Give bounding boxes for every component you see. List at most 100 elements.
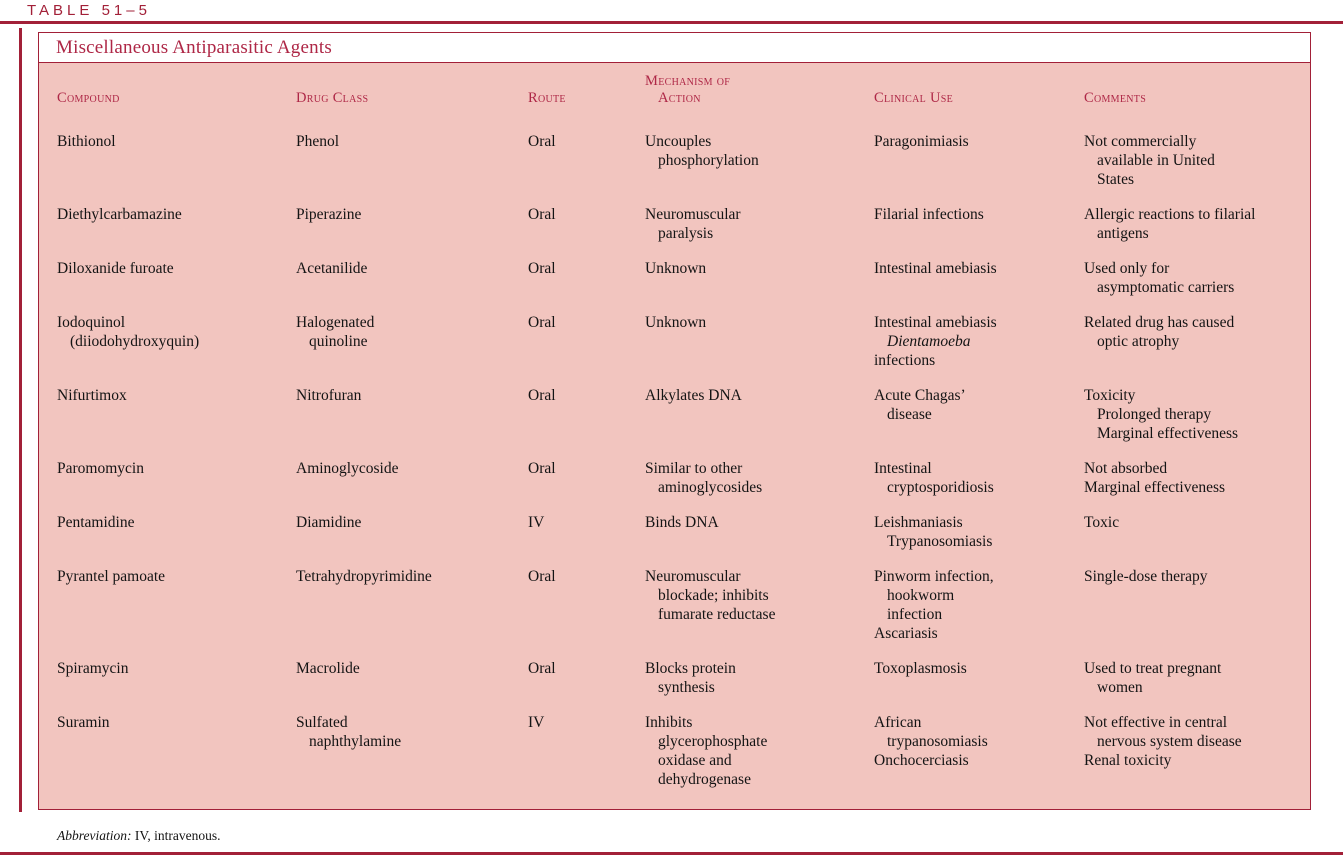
table-row: Bithionol Phenol Oral Uncouples phosphorylat… [57,132,1310,189]
cell-drug-class: Piperazine [296,205,528,243]
cell-line: nervous system disease [1097,733,1242,750]
table-content-area: Compound Drug Class Route Mechanism of Actio… [39,63,1310,809]
cell-compound: Diloxanide furoate [57,259,296,297]
cell-route: Oral [528,205,645,243]
cell-line: blockade; inhibits [658,587,769,604]
cell-line: Spiramycin [57,660,129,677]
footnote-label: Abbreviation: [57,828,132,843]
column-header-line: Action [658,90,701,106]
cell-line: Oral [528,460,556,477]
column-header-line: Compound [57,90,120,106]
cell-route: Oral [528,259,645,297]
table-row: Diloxanide furoate Acetanilide Oral Unknown… [57,259,1310,297]
cell-route: Oral [528,659,645,697]
cell-line: Filarial infections [874,206,984,223]
cell-route: IV [528,713,645,789]
cell-clinical-use: Paragonimiasis [874,132,1084,189]
column-header-mechanism-of-action: Mechanism of Action [645,73,874,107]
column-header-comments: Comments [1084,90,1310,107]
cell-line: Renal toxicity [1084,752,1172,769]
table-number-label: TABLE 51–5 [27,2,151,19]
cell-line: Macrolide [296,660,360,677]
table-row: Diethylcarbamazine Piperazine Oral Neuromus… [57,205,1310,243]
cell-line: aminoglycosides [658,479,763,496]
cell-clinical-use: Acute Chagas’ disease [874,386,1084,443]
cell-route: Oral [528,313,645,370]
cell-route: Oral [528,459,645,497]
cell-line: fumarate reductase [658,606,776,623]
top-rule [0,21,1343,24]
cell-comments: Allergic reactions to filarial antigens [1084,205,1310,243]
cell-drug-class: Nitrofuran [296,386,528,443]
cell-line: Intestinal [874,460,932,477]
cell-line: Oral [528,568,556,585]
cell-line: Uncouples [645,133,712,150]
cell-line: Not commercially [1084,133,1197,150]
cell-line: Iodoquinol [57,314,126,331]
cell-line: Unknown [645,260,707,277]
cell-mechanism-of-action: Inhibits glycerophosphate oxidase and dehyd… [645,713,874,789]
cell-drug-class: Diamidine [296,513,528,551]
cell-compound: Suramin [57,713,296,789]
cell-line: Allergic reactions to filarial [1084,206,1256,223]
cell-line: Prolonged therapy [1097,406,1212,423]
cell-comments: Used only for asymptomatic carriers [1084,259,1310,297]
column-header-drug-class: Drug Class [296,90,528,107]
table-row: Nifurtimox Nitrofuran Oral Alkylates DNA Acu… [57,386,1310,443]
cell-line: Single-dose therapy [1084,568,1208,585]
cell-drug-class: Aminoglycoside [296,459,528,497]
cell-comments: Toxicity Prolonged therapy Marginal effect… [1084,386,1310,443]
cell-line: Toxic [1084,514,1120,531]
left-accent-rule [19,28,22,812]
cell-line: oxidase and [658,752,732,769]
cell-route: IV [528,513,645,551]
cell-line: trypanosomiasis [887,733,988,750]
column-header-line: Clinical Use [874,90,954,106]
cell-compound: Spiramycin [57,659,296,697]
cell-line: Oral [528,660,556,677]
cell-mechanism-of-action: Alkylates DNA [645,386,874,443]
cell-line: Oral [528,260,556,277]
table-row: Pentamidine Diamidine IV Binds DNA Leishmani… [57,513,1310,551]
cell-route: Oral [528,132,645,189]
cell-comments: Not absorbed Marginal effectiveness [1084,459,1310,497]
cell-clinical-use: Intestinal amebiasis [874,259,1084,297]
cell-line: IV [528,514,545,531]
cell-comments: Not effective in central nervous system d… [1084,713,1310,789]
table-rows: Bithionol Phenol Oral Uncouples phosphorylat… [57,132,1310,789]
cell-comments: Single-dose therapy [1084,567,1310,643]
table-row: Iodoquinol (diiodohydroxyquin) Halogenated… [57,313,1310,370]
cell-line: Oral [528,133,556,150]
cell-compound: Pentamidine [57,513,296,551]
cell-line: Intestinal amebiasis [874,314,997,331]
cell-line: Toxoplasmosis [874,660,967,677]
cell-line: Piperazine [296,206,362,223]
cell-line: Diloxanide furoate [57,260,174,277]
cell-line: disease [887,406,932,423]
cell-line: Paromomycin [57,460,144,477]
cell-line: synthesis [658,679,715,696]
cell-drug-class: Acetanilide [296,259,528,297]
cell-mechanism-of-action: Similar to other aminoglycosides [645,459,874,497]
cell-clinical-use: Intestinal cryptosporidiosis [874,459,1084,497]
cell-line: Phenol [296,133,340,150]
cell-line: Not absorbed [1084,460,1168,477]
cell-line: Oral [528,387,556,404]
table-row: Suramin Sulfated naphthylamine IV Inhibits gl… [57,713,1310,789]
cell-line: Tetrahydropyrimidine [296,568,432,585]
cell-line: Related drug has caused [1084,314,1235,331]
cell-compound: Nifurtimox [57,386,296,443]
cell-compound: Diethylcarbamazine [57,205,296,243]
cell-line: Nitrofuran [296,387,362,404]
cell-drug-class: Halogenated quinoline [296,313,528,370]
table-row: Pyrantel pamoate Tetrahydropyrimidine Oral… [57,567,1310,643]
cell-line: Acetanilide [296,260,368,277]
cell-compound: Pyrantel pamoate [57,567,296,643]
cell-line: Neuromuscular [645,206,741,223]
cell-mechanism-of-action: Neuromuscular blockade; inhibits fumarate … [645,567,874,643]
cell-line: Used to treat pregnant [1084,660,1222,677]
cell-mechanism-of-action: Unknown [645,259,874,297]
cell-line: infection [887,606,943,623]
cell-line: Nifurtimox [57,387,127,404]
cell-clinical-use: Filarial infections [874,205,1084,243]
